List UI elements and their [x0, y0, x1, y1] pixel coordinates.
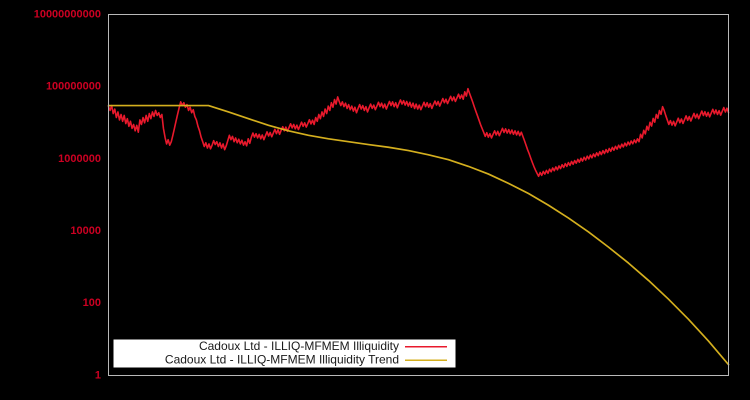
y-axis-tick-label: 1 [95, 369, 101, 381]
legend-label: Cadoux Ltd - ILLIQ-MFMEM Illiquidity [199, 339, 399, 353]
series-line-illiquidity [107, 87, 730, 178]
y-axis-tick-label: 10000 [70, 225, 101, 237]
y-axis-tick-label: 1000000 [58, 153, 101, 165]
chart-legend[interactable]: Cadoux Ltd - ILLIQ-MFMEM IlliquidityCado… [113, 339, 456, 368]
data-series-group [107, 87, 730, 366]
series-line-illiquidity-trend [107, 104, 730, 366]
plot-area-frame [108, 14, 729, 376]
legend-label: Cadoux Ltd - ILLIQ-MFMEM Illiquidity Tre… [165, 352, 399, 366]
y-axis-tick-label: 10000000000 [34, 8, 101, 20]
y-axis-tick-label: 100 [83, 297, 101, 309]
y-axis-tick-label: 100000000 [46, 81, 101, 93]
legend-background [113, 339, 456, 368]
y-axis-tick-labels: 10000000000 100000000 1000000 10000 100 1 [34, 8, 101, 381]
